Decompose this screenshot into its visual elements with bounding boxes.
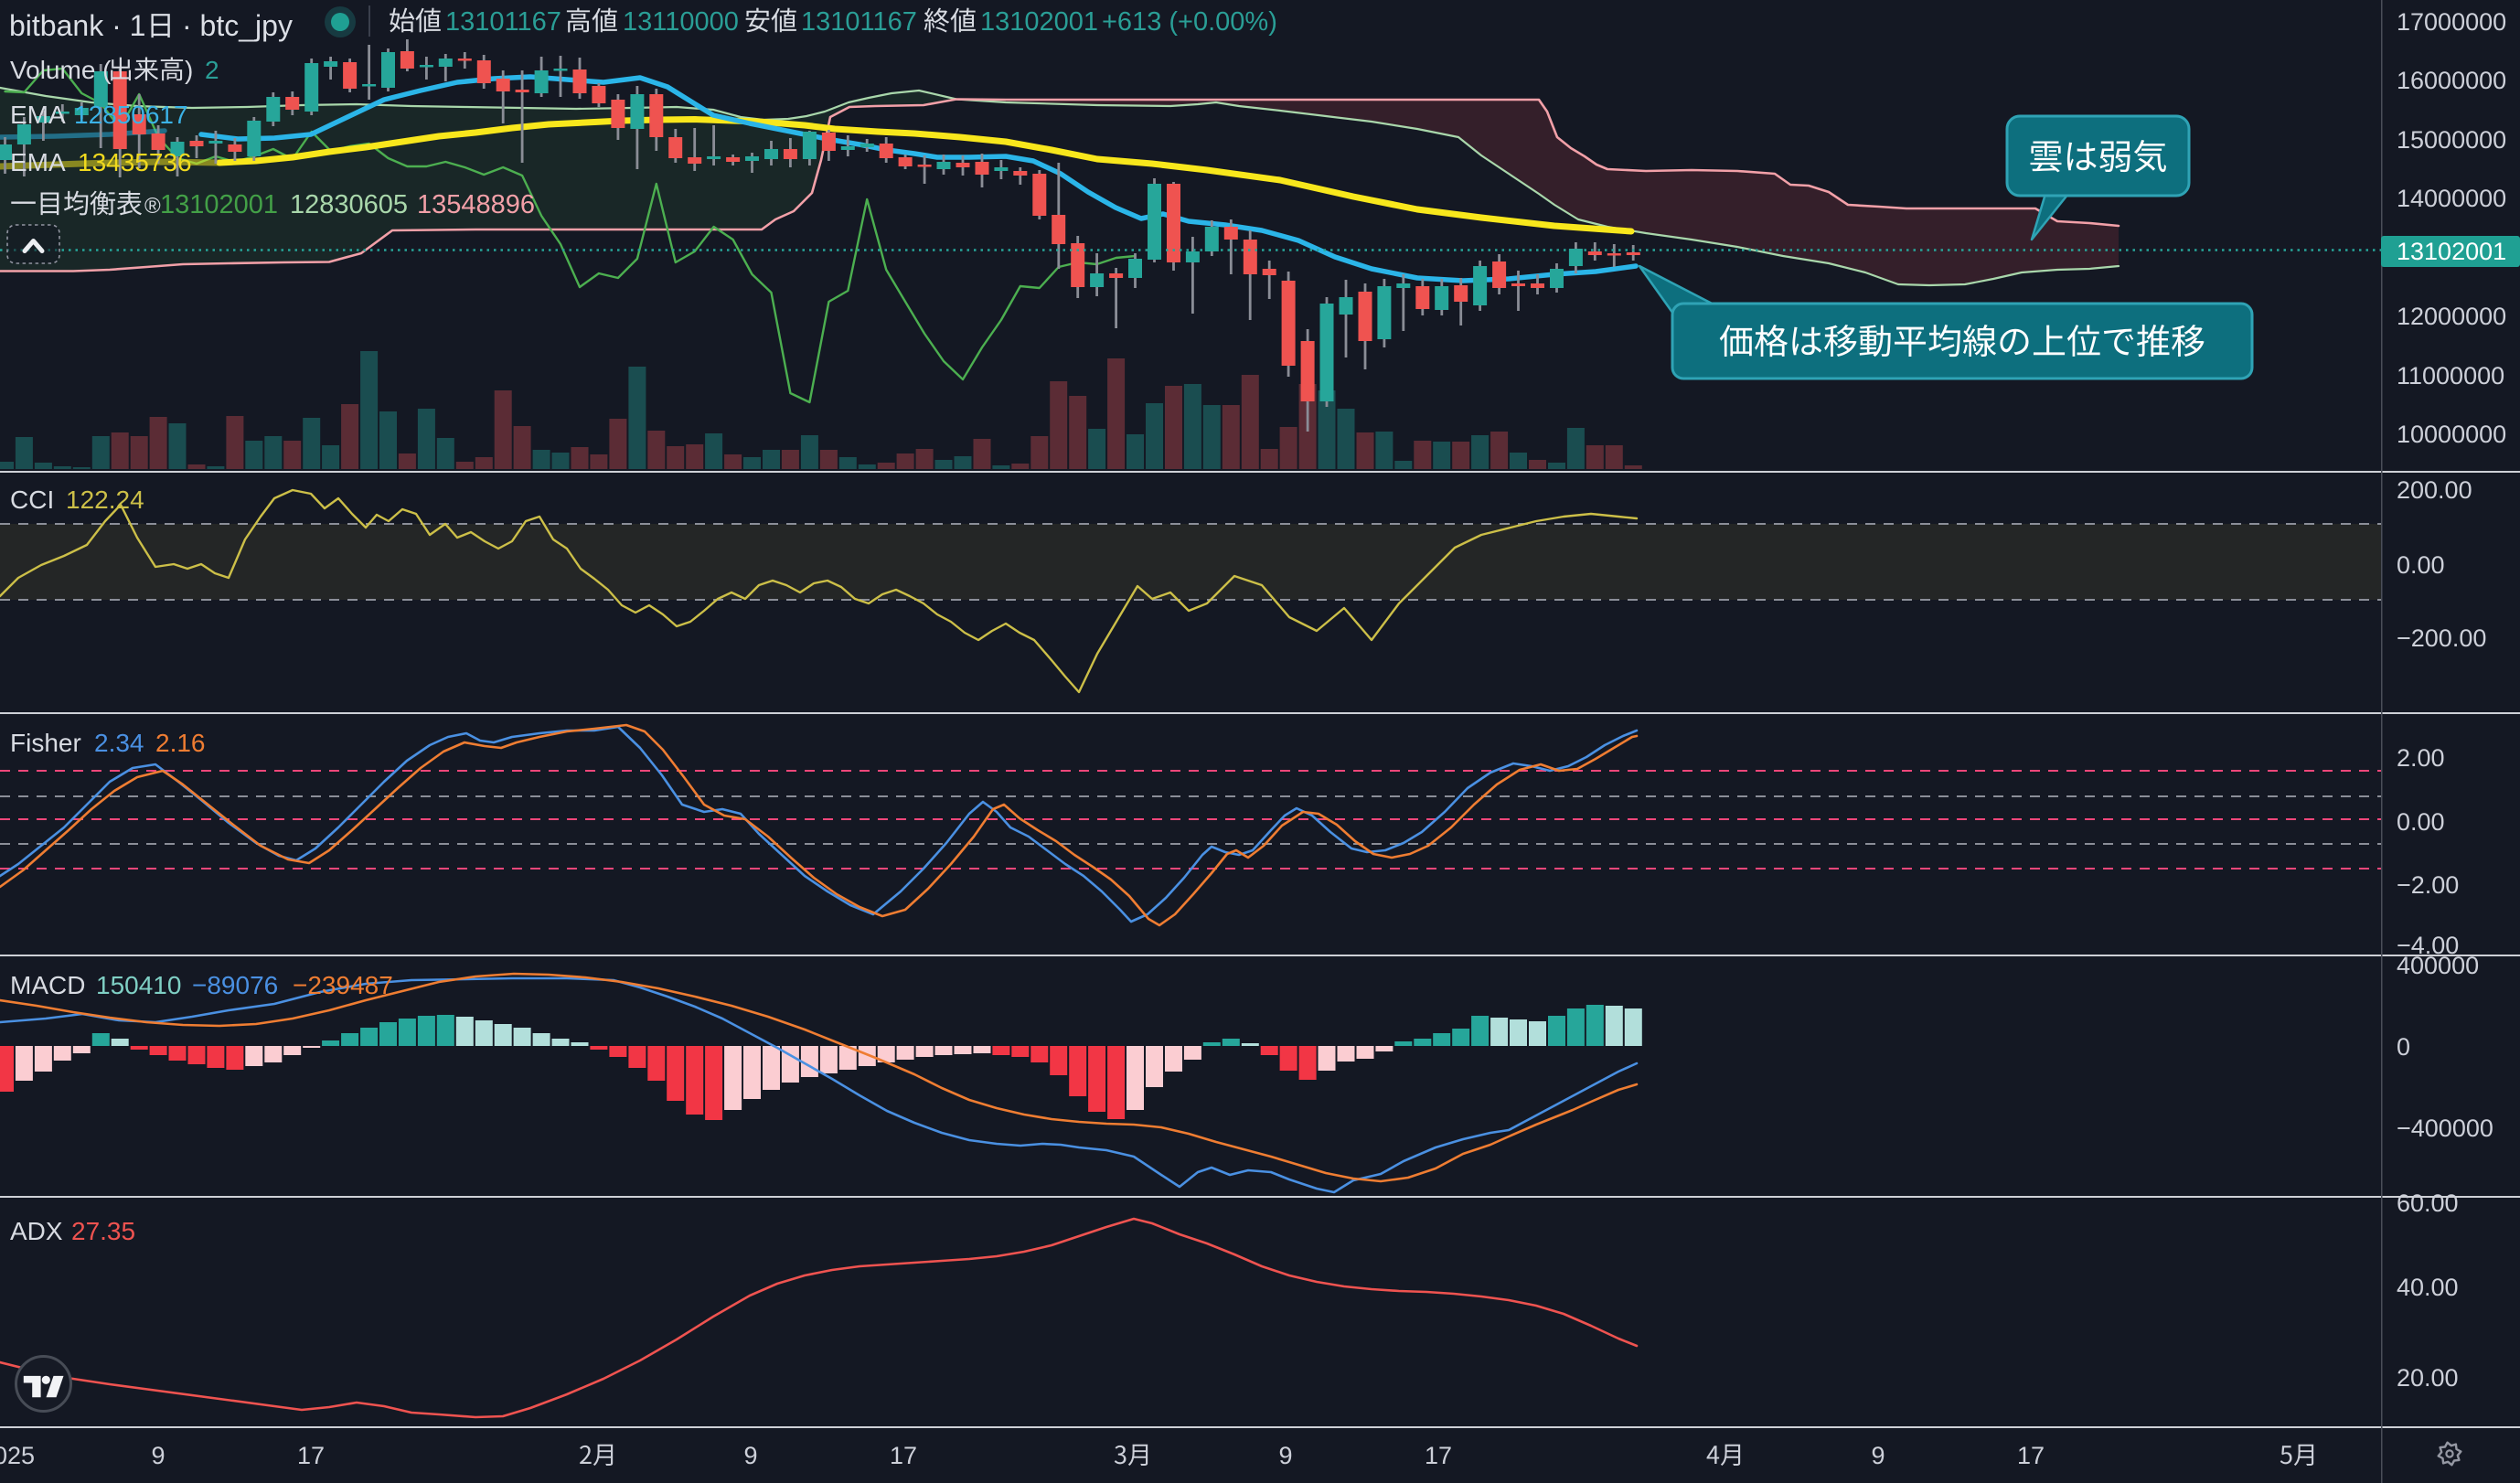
svg-text:20.00: 20.00 [2397,1364,2459,1392]
svg-text:9: 9 [1278,1442,1292,1469]
svg-text:17000000: 17000000 [2397,8,2506,36]
svg-text:27.35: 27.35 [71,1217,135,1245]
svg-text:−4.00: −4.00 [2397,932,2459,959]
svg-text:10000000: 10000000 [2397,421,2506,448]
svg-text:ADX: ADX [10,1217,63,1245]
svg-text:2: 2 [205,56,219,84]
svg-text:200.00: 200.00 [2397,476,2472,504]
svg-text:13102001: 13102001 [160,190,278,219]
svg-text:Volume (: Volume ( [10,56,112,84]
svg-text:12000000: 12000000 [2397,303,2506,330]
svg-text:13101167: 13101167 [445,7,561,37]
svg-text:· btc_jpy: · btc_jpy [182,9,293,42]
svg-text:400000: 400000 [2397,952,2479,979]
svg-text:2.34: 2.34 [94,729,144,757]
svg-text:13110000: 13110000 [623,7,739,37]
svg-text:15000000: 15000000 [2397,126,2506,154]
svg-text:2025: 2025 [0,1442,35,1469]
svg-text:12830605: 12830605 [290,190,408,219]
svg-text:17: 17 [890,1442,917,1469]
svg-text:0.00: 0.00 [2397,551,2445,579]
svg-text:−200.00: −200.00 [2397,624,2486,652]
svg-text:13102001: 13102001 [980,7,1098,37]
svg-text:13548896: 13548896 [417,190,535,219]
svg-text:12850617: 12850617 [74,101,188,129]
svg-text:−89076: −89076 [192,971,278,999]
svg-text:9: 9 [743,1442,757,1469]
svg-text:16000000: 16000000 [2397,67,2506,94]
svg-text:150410: 150410 [96,971,181,999]
svg-text:−239487: −239487 [293,971,393,999]
svg-text:EMA: EMA [10,101,66,129]
svg-text:11000000: 11000000 [2397,362,2504,389]
svg-text:bitbank · 1: bitbank · 1 [9,9,145,42]
svg-text:Fisher: Fisher [10,729,81,757]
svg-text:40.00: 40.00 [2397,1274,2459,1301]
svg-text:17: 17 [297,1442,325,1469]
svg-text:13435736: 13435736 [78,148,192,176]
svg-text:60.00: 60.00 [2397,1190,2459,1217]
svg-text:®: ® [144,194,161,219]
svg-text:0.00: 0.00 [2397,808,2445,836]
svg-text:17: 17 [2017,1442,2045,1469]
svg-text:EMA: EMA [10,148,66,176]
svg-text:122.24: 122.24 [66,485,144,514]
svg-text:+613 (+0.00%): +613 (+0.00%) [1102,7,1277,37]
svg-text:−2.00: −2.00 [2397,871,2459,899]
svg-text:14000000: 14000000 [2397,185,2506,212]
svg-text:2.00: 2.00 [2397,744,2445,772]
svg-text:13102001: 13102001 [2397,238,2506,265]
svg-text:9: 9 [1871,1442,1885,1469]
svg-text:13101167: 13101167 [801,7,917,37]
svg-text:2.16: 2.16 [155,729,206,757]
svg-text:MACD: MACD [10,971,85,999]
svg-text:CCI: CCI [10,485,54,514]
svg-text:0: 0 [2397,1033,2410,1061]
svg-text:17: 17 [1425,1442,1452,1469]
svg-text:−400000: −400000 [2397,1115,2493,1142]
svg-text:): ) [185,56,193,84]
svg-text:9: 9 [151,1442,165,1469]
